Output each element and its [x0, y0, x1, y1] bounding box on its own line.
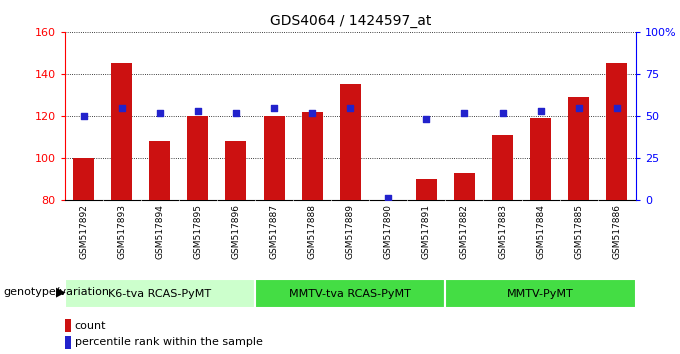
- Text: GSM517892: GSM517892: [79, 204, 88, 259]
- Text: GSM517896: GSM517896: [231, 204, 241, 259]
- Bar: [255, 280, 445, 308]
- Bar: [568, 97, 589, 200]
- Text: GSM517893: GSM517893: [117, 204, 126, 259]
- Point: [497, 110, 508, 115]
- Text: genotype/variation: genotype/variation: [3, 287, 109, 297]
- Point: [307, 110, 318, 115]
- Text: GSM517894: GSM517894: [155, 204, 165, 259]
- Point: [611, 105, 622, 110]
- Text: GSM517886: GSM517886: [612, 204, 622, 259]
- Bar: [340, 84, 360, 200]
- Bar: [65, 280, 255, 308]
- Text: K6-tva RCAS-PyMT: K6-tva RCAS-PyMT: [108, 289, 211, 299]
- Bar: [416, 179, 437, 200]
- Text: GSM517883: GSM517883: [498, 204, 507, 259]
- Point: [573, 105, 584, 110]
- Bar: [454, 173, 475, 200]
- Text: GSM517887: GSM517887: [269, 204, 279, 259]
- Point: [231, 110, 241, 115]
- Text: GSM517882: GSM517882: [460, 204, 469, 259]
- Bar: [302, 112, 322, 200]
- Text: MMTV-PyMT: MMTV-PyMT: [507, 289, 574, 299]
- Text: GSM517895: GSM517895: [193, 204, 203, 259]
- Point: [78, 113, 89, 119]
- Point: [459, 110, 470, 115]
- Text: GSM517888: GSM517888: [307, 204, 317, 259]
- Bar: [65, 319, 71, 332]
- Bar: [264, 116, 284, 200]
- Text: MMTV-tva RCAS-PyMT: MMTV-tva RCAS-PyMT: [289, 289, 411, 299]
- Text: GSM517885: GSM517885: [574, 204, 583, 259]
- Bar: [73, 158, 94, 200]
- Bar: [445, 280, 636, 308]
- Bar: [150, 141, 170, 200]
- Bar: [112, 63, 132, 200]
- Text: GSM517890: GSM517890: [384, 204, 393, 259]
- Text: ▶: ▶: [56, 286, 66, 299]
- Bar: [65, 336, 71, 349]
- Text: percentile rank within the sample: percentile rank within the sample: [75, 337, 262, 347]
- Bar: [607, 63, 627, 200]
- Text: GSM517891: GSM517891: [422, 204, 431, 259]
- Text: GSM517889: GSM517889: [345, 204, 355, 259]
- Bar: [530, 118, 551, 200]
- Point: [345, 105, 356, 110]
- Text: GSM517884: GSM517884: [536, 204, 545, 259]
- Point: [269, 105, 279, 110]
- Point: [116, 105, 127, 110]
- Bar: [188, 116, 208, 200]
- Point: [192, 108, 203, 114]
- Text: count: count: [75, 321, 106, 331]
- Point: [383, 195, 394, 201]
- Point: [421, 116, 432, 122]
- Point: [535, 108, 546, 114]
- Bar: [226, 141, 246, 200]
- Title: GDS4064 / 1424597_at: GDS4064 / 1424597_at: [269, 14, 431, 28]
- Point: [154, 110, 165, 115]
- Bar: [492, 135, 513, 200]
